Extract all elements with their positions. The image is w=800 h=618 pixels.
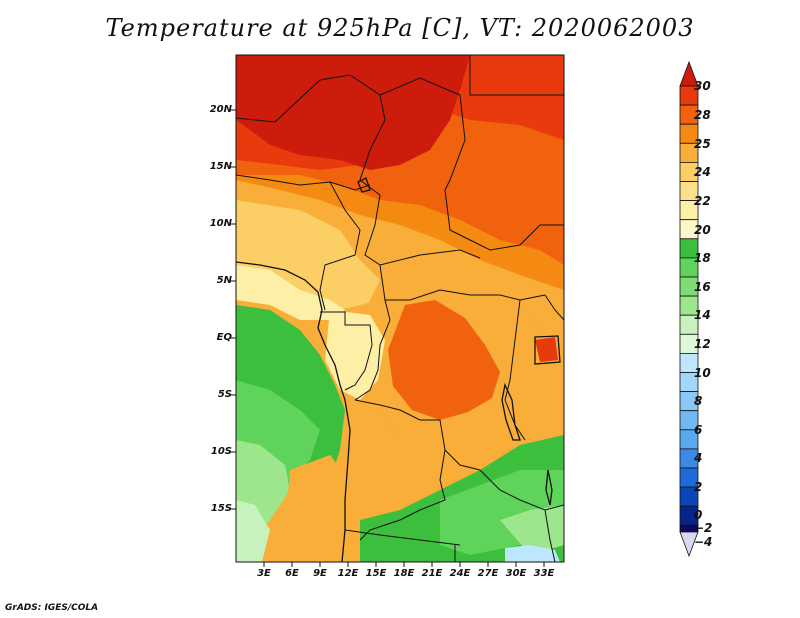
- lat-label: 15N: [209, 161, 232, 172]
- colorbar-label: 12: [694, 337, 711, 351]
- colorbar-label: 10: [694, 366, 711, 380]
- colorbar: [679, 60, 699, 558]
- colorbar-label: 6: [694, 423, 703, 437]
- zone-10-12-south: [505, 545, 560, 562]
- border-car-drc: [379, 264, 546, 301]
- map-title: Temperature at 925hPa [C], VT: 202006200…: [105, 14, 695, 42]
- zone-22-24-angola: [285, 455, 360, 562]
- border-angola-zambia: [359, 449, 446, 541]
- border-nigeria-cameroon: [319, 181, 361, 311]
- zone-25-congo-core: [388, 300, 500, 420]
- colorbar-label: 25: [694, 137, 711, 151]
- lake-tanganyika-shore: [501, 382, 521, 441]
- border-drc-angola: [354, 399, 481, 471]
- colorbar-label: 28: [694, 108, 711, 122]
- border-east-africa: [544, 294, 564, 321]
- colorbar-label: 14: [694, 308, 711, 322]
- border-niger-nigeria: [236, 174, 371, 191]
- lon-label: 30E: [505, 568, 527, 579]
- lat-label: 10S: [210, 446, 232, 457]
- lake-chad-shore: [357, 177, 371, 193]
- lat-label: EQ: [216, 332, 232, 343]
- colorbar-label: 2: [694, 480, 703, 494]
- lat-label: 5N: [216, 275, 232, 286]
- zone-12-14-south: [500, 505, 564, 555]
- border-namibia: [344, 529, 461, 546]
- colorbar-label: 20: [694, 223, 711, 237]
- colorbar-label: 18: [694, 251, 711, 265]
- border-congo-drc: [354, 299, 391, 401]
- colorbar-label: −2: [694, 521, 713, 535]
- lon-label: 12E: [337, 568, 359, 579]
- lon-label: 18E: [393, 568, 415, 579]
- lon-label: 6E: [285, 568, 299, 579]
- colorbar-label: 0: [694, 508, 703, 522]
- country-borders: [236, 55, 564, 562]
- lat-label: 15S: [210, 503, 232, 514]
- colorbar-label: 22: [694, 194, 711, 208]
- west-african-coastline: [236, 261, 351, 562]
- zone-30-sahara: [236, 55, 470, 170]
- zone-18-20-gabon: [325, 310, 385, 400]
- lat-label: 5S: [217, 389, 232, 400]
- zone-20-22-coast: [236, 200, 380, 310]
- colorbar-label: −4: [694, 535, 713, 549]
- lon-label: 27E: [477, 568, 499, 579]
- lake-victoria-hot: [535, 337, 558, 362]
- lon-label: 3E: [257, 568, 271, 579]
- lake-victoria-shore: [534, 335, 561, 365]
- zone-10-12-atlantic: [236, 500, 270, 562]
- colorbar-label: 8: [694, 394, 703, 408]
- map-frame: [235, 54, 565, 563]
- border-libya-chad: [379, 77, 466, 191]
- colorbar-bottom-triangle: [679, 531, 699, 558]
- lon-label: 15E: [365, 568, 387, 579]
- lon-label: 33E: [533, 568, 555, 579]
- grads-credit: GrADS: IGES/COLA: [5, 603, 99, 613]
- lat-label: 20N: [209, 104, 232, 115]
- axis-ticks: [230, 109, 545, 567]
- border-mozambique: [544, 509, 556, 562]
- coastlines: [236, 177, 561, 562]
- lon-label: 21E: [421, 568, 443, 579]
- lon-label: 24E: [449, 568, 471, 579]
- border-egypt-sudan: [469, 55, 564, 96]
- zone-18-20-coast: [236, 265, 345, 320]
- lat-label: 10N: [209, 218, 232, 229]
- colorbar-label: 24: [694, 165, 711, 179]
- border-sudan: [444, 189, 564, 251]
- temperature-field: [236, 55, 564, 562]
- colorbar-label: 4: [694, 451, 703, 465]
- colorbar-label: 16: [694, 280, 711, 294]
- lake-malawi-shore: [545, 469, 553, 506]
- colorbar-label: 30: [694, 79, 711, 93]
- border-zambia-zimbabwe: [479, 469, 564, 511]
- border-gabon-congo: [320, 311, 373, 391]
- lon-label: 9E: [313, 568, 327, 579]
